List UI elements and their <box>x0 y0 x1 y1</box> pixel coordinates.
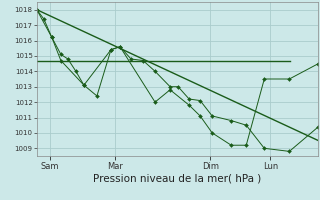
X-axis label: Pression niveau de la mer( hPa ): Pression niveau de la mer( hPa ) <box>93 173 262 183</box>
